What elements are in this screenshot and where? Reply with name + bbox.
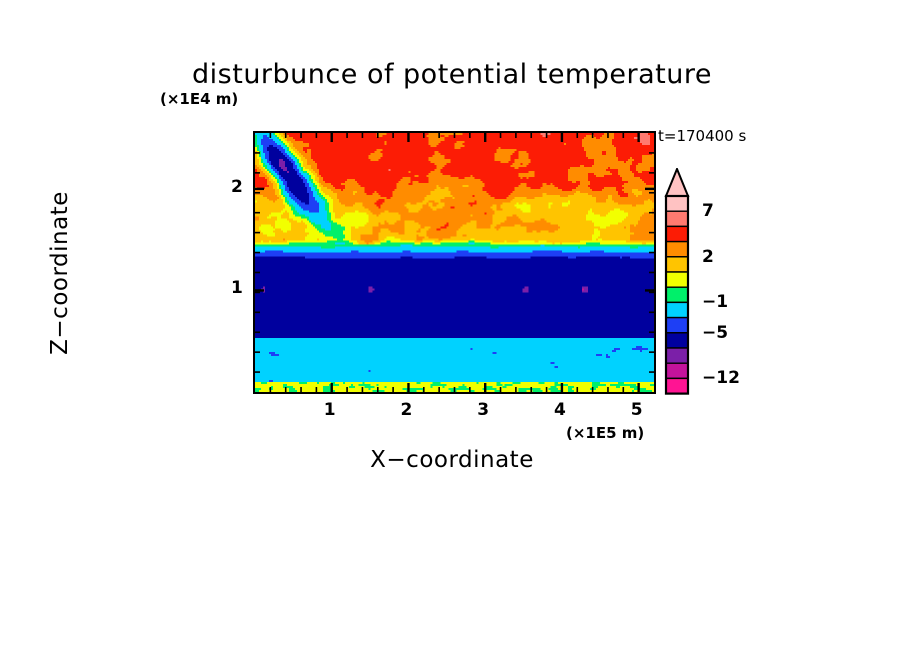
x-axis-title: X−coordinate <box>0 447 904 473</box>
page-title: disturbunce of potential temperature <box>0 59 904 90</box>
x-tick-label: 3 <box>477 400 489 420</box>
colorbar-tick-label: −1 <box>702 292 728 312</box>
x-tick-label: 1 <box>324 400 336 420</box>
colorbar-tick-label: 7 <box>702 201 714 221</box>
y-tick-label: 1 <box>231 278 243 298</box>
x-tick-label: 5 <box>631 400 643 420</box>
contour-field <box>255 133 654 392</box>
figure-canvas: disturbunce of potential temperature (×1… <box>0 0 904 654</box>
x-unit-label: (×1E5 m) <box>566 424 644 442</box>
colorbar-tick-label: −5 <box>702 323 728 343</box>
y-axis-title: Z−coordinate <box>47 153 73 393</box>
colorbar-tick-label: 2 <box>702 247 714 267</box>
colorbar-tick-label: −12 <box>702 368 740 388</box>
z-unit-label: (×1E4 m) <box>160 90 238 108</box>
contour-plot <box>253 131 656 394</box>
y-tick-label: 2 <box>231 177 243 197</box>
x-tick-label: 4 <box>554 400 566 420</box>
time-annotation: t=170400 s <box>658 127 746 145</box>
colorbar <box>660 168 770 396</box>
x-tick-label: 2 <box>401 400 413 420</box>
